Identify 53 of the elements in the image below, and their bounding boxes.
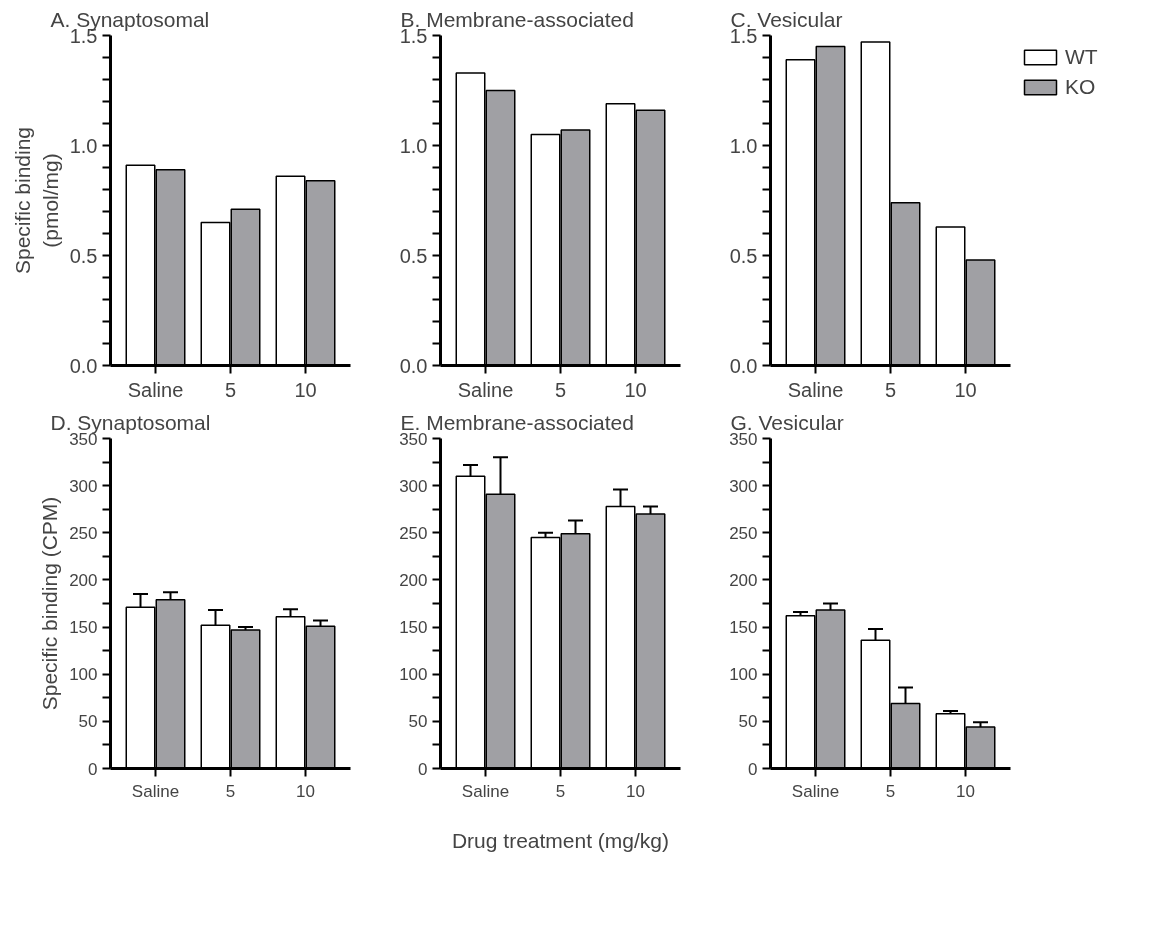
- x-tick-label: Saline: [791, 781, 840, 801]
- y-tick-label: 150: [69, 618, 98, 638]
- y-tick-label: 300: [69, 476, 98, 496]
- y-tick-label: 200: [729, 570, 758, 590]
- y-axis-title: Specific binding (pmol/mg): [11, 126, 62, 275]
- y-tick-label: 200: [69, 570, 98, 590]
- y-tick-label: 100: [69, 665, 98, 685]
- y-tick-label: 200: [399, 570, 428, 590]
- y-tick-label: 100: [399, 665, 428, 685]
- y-tick-label: 1.0: [399, 134, 428, 157]
- y-tick-label: 50: [738, 712, 758, 732]
- x-tick-label: 10: [294, 378, 317, 401]
- x-tick-label: 10: [956, 781, 975, 801]
- y-tick-label: 300: [729, 476, 758, 496]
- x-tick-label: 10: [954, 378, 977, 401]
- y-tick-label: 250: [399, 523, 428, 543]
- y-tick-label: 250: [69, 523, 98, 543]
- x-tick-label: 5: [554, 378, 567, 401]
- x-tick-label: 5: [884, 378, 897, 401]
- y-tick-label: 0.5: [399, 244, 428, 267]
- y-tick-label: 100: [729, 665, 758, 685]
- y-tick-label: 0.0: [729, 354, 758, 377]
- x-tick-label: 10: [626, 781, 645, 801]
- x-tick-label: Saline: [127, 378, 184, 401]
- x-tick-label: 5: [224, 378, 237, 401]
- x-tick-label: Saline: [461, 781, 510, 801]
- y-tick-label: 150: [729, 618, 758, 638]
- legend-label: KO: [1065, 75, 1096, 99]
- y-tick-label: 50: [408, 712, 428, 732]
- x-tick-label: Saline: [457, 378, 514, 401]
- legend-label: WT: [1065, 45, 1098, 69]
- y-tick-label: 0.0: [399, 354, 428, 377]
- y-axis-title: Specific binding (CPM): [38, 496, 62, 711]
- x-tick-label: Saline: [787, 378, 844, 401]
- y-tick-label: 1.0: [69, 134, 98, 157]
- y-tick-label: 0.0: [69, 354, 98, 377]
- y-tick-label: 0: [418, 759, 428, 779]
- y-tick-label: 250: [729, 523, 758, 543]
- y-tick-label: 0.5: [729, 244, 758, 267]
- y-tick-label: 0.5: [69, 244, 98, 267]
- x-tick-label: 5: [885, 781, 896, 801]
- y-tick-label: 0: [88, 759, 98, 779]
- x-tick-label: 10: [624, 378, 647, 401]
- y-tick-label: 300: [399, 476, 428, 496]
- y-tick-label: 150: [399, 618, 428, 638]
- y-tick-label: 1.0: [729, 134, 758, 157]
- x-tick-label: 5: [555, 781, 566, 801]
- y-tick-label: 50: [78, 712, 98, 732]
- x-axis-title: Drug treatment (mg/kg): [451, 828, 670, 852]
- x-tick-label: Saline: [131, 781, 180, 801]
- y-tick-label: 0: [748, 759, 758, 779]
- x-tick-label: 5: [225, 781, 236, 801]
- x-tick-label: 10: [296, 781, 315, 801]
